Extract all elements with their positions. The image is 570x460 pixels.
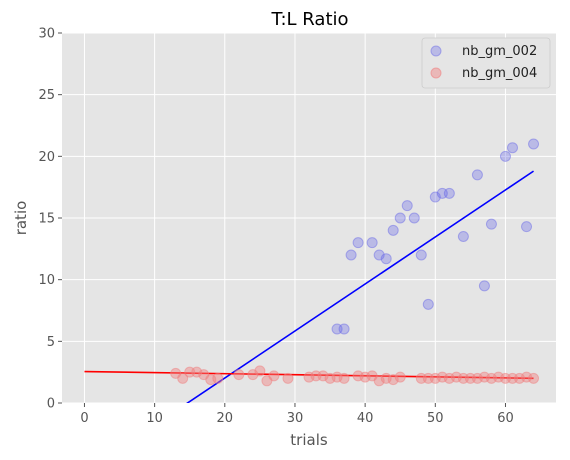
point-nb-gm-002 <box>380 253 392 265</box>
y-tick-label: 5 <box>47 335 55 350</box>
point-nb-gm-002 <box>345 249 357 261</box>
point-nb-gm-002 <box>366 237 378 249</box>
point-nb-gm-004 <box>394 371 406 383</box>
point-nb-gm-002 <box>499 150 511 162</box>
x-tick-label: 30 <box>287 411 304 426</box>
point-nb-gm-004 <box>233 369 245 381</box>
point-nb-gm-002 <box>387 224 399 236</box>
grid <box>62 32 556 404</box>
x-axis-label: trials <box>290 431 328 449</box>
x-tick-label: 10 <box>146 411 163 426</box>
y-tick-label: 15 <box>38 212 55 227</box>
x-tick-label: 40 <box>357 411 374 426</box>
fit-line-nb-gm-002 <box>186 170 534 403</box>
point-nb-gm-002 <box>506 142 518 154</box>
y-tick-label: 0 <box>47 397 55 412</box>
legend-label-nb-gm-004: nb_gm_004 <box>462 66 537 81</box>
point-nb-gm-002 <box>478 280 490 292</box>
legend-marker-nb-gm-002 <box>430 45 442 57</box>
x-tick-label: 0 <box>80 411 88 426</box>
y-tick-label: 20 <box>38 150 55 165</box>
point-nb-gm-004 <box>268 370 280 382</box>
point-nb-gm-002 <box>422 298 434 310</box>
point-nb-gm-002 <box>352 237 364 249</box>
point-nb-gm-002 <box>471 169 483 181</box>
x-tick-label: 60 <box>497 411 514 426</box>
legend-label-nb-gm-002: nb_gm_002 <box>462 44 537 59</box>
point-nb-gm-004 <box>528 372 540 384</box>
point-nb-gm-002 <box>415 249 427 261</box>
y-tick-label: 30 <box>38 27 55 42</box>
y-axis-ticks: 0 5 10 15 20 25 30 <box>38 27 62 412</box>
point-nb-gm-002 <box>485 218 497 230</box>
legend-marker-nb-gm-004 <box>430 67 442 79</box>
point-nb-gm-002 <box>521 221 533 233</box>
point-nb-gm-002 <box>338 323 350 335</box>
data-points <box>170 138 540 387</box>
point-nb-gm-004 <box>212 372 224 384</box>
point-nb-gm-004 <box>177 372 189 384</box>
x-axis-ticks: 0 10 20 30 40 50 60 <box>80 403 514 426</box>
point-nb-gm-004 <box>338 372 350 384</box>
point-nb-gm-004 <box>282 372 294 384</box>
legend-box <box>421 37 551 89</box>
legend: nb_gm_002 nb_gm_004 <box>421 37 551 89</box>
x-tick-label: 50 <box>427 411 444 426</box>
point-nb-gm-002 <box>408 212 420 224</box>
x-tick-label: 20 <box>217 411 234 426</box>
point-nb-gm-002 <box>443 187 455 199</box>
point-nb-gm-002 <box>401 200 413 212</box>
point-nb-gm-002 <box>457 231 469 242</box>
chart-title: T:L Ratio <box>270 9 348 30</box>
y-tick-label: 10 <box>38 273 55 288</box>
y-tick-label: 25 <box>38 88 55 103</box>
point-nb-gm-004 <box>254 365 266 377</box>
y-axis-label: ratio <box>12 201 30 236</box>
point-nb-gm-002 <box>528 138 540 150</box>
point-nb-gm-002 <box>394 212 406 224</box>
